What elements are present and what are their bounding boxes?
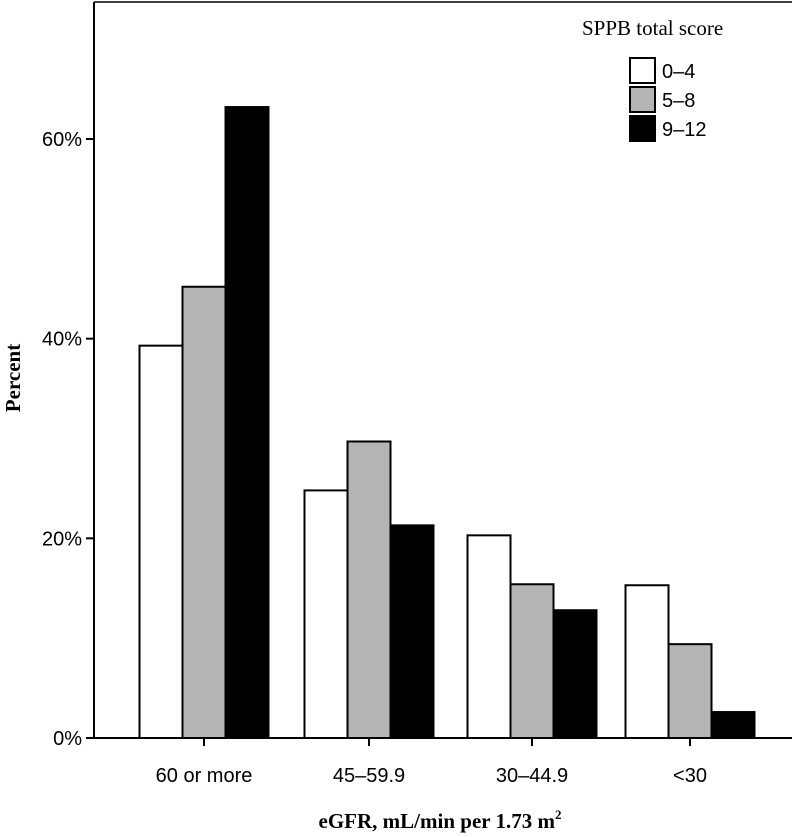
bar-2-3 — [389, 524, 435, 739]
legend: SPPB total score 0–4 5–8 9–12 — [582, 16, 723, 142]
legend-label: 0–4 — [662, 61, 695, 83]
x-tick-label: 45–59.9 — [333, 765, 405, 787]
bar-2-2 — [346, 440, 392, 739]
y-tick-label: 20% — [42, 528, 82, 550]
legend-label: 9–12 — [662, 119, 707, 141]
y-axis-title: Percent — [1, 344, 25, 412]
x-tick-label: 60 or more — [156, 765, 253, 787]
x-axis-title-superscript: 2 — [555, 807, 562, 822]
legend-label: 5–8 — [662, 90, 695, 112]
bar-4-2 — [667, 643, 713, 740]
x-tick-label: 30–44.9 — [496, 765, 568, 787]
y-axis-ticks: 0% 20% 40% 60% — [42, 129, 94, 750]
bar-4-3 — [710, 711, 756, 740]
bar-1-1 — [138, 344, 184, 739]
x-axis-title: eGFR, mL/min per 1.73 m2 — [319, 807, 562, 833]
bar-3-1 — [466, 534, 512, 739]
bar-3-3 — [552, 609, 598, 739]
x-axis-ticks: 60 or more 45–59.9 30–44.9 <30 — [156, 738, 707, 787]
legend-swatch — [629, 115, 656, 142]
bars-group — [138, 106, 756, 740]
bar-2-1 — [303, 489, 349, 739]
legend-swatch — [629, 57, 656, 84]
bar-1-2 — [181, 285, 227, 739]
y-tick-label: 0% — [53, 728, 82, 750]
y-tick-label: 60% — [42, 129, 82, 151]
bar-1-3 — [224, 106, 270, 739]
x-axis-title-main: eGFR, mL/min per 1.73 m — [319, 809, 556, 833]
x-tick-label: <30 — [673, 765, 707, 787]
legend-swatch — [629, 86, 656, 113]
bar-3-2 — [509, 583, 555, 739]
legend-title: SPPB total score — [582, 16, 723, 40]
bar-4-1 — [624, 584, 670, 739]
y-tick-label: 40% — [42, 329, 82, 351]
